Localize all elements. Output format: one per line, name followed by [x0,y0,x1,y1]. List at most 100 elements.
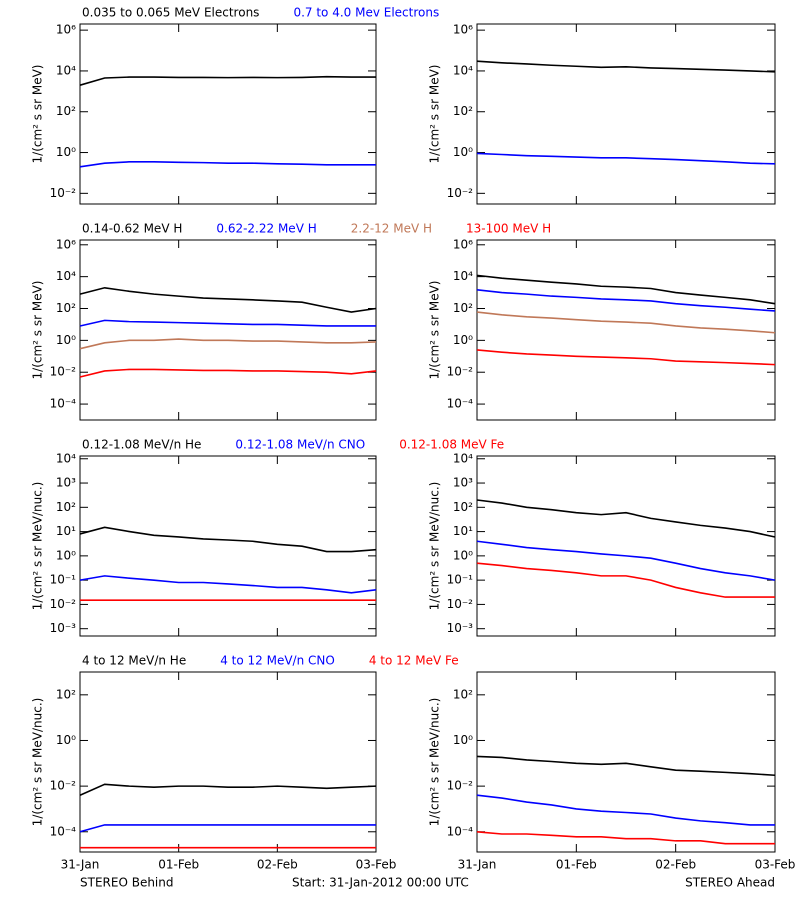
y-tick-label: 10² [56,500,76,514]
series-line [476,60,776,73]
legend-entry: 0.14-0.62 MeV H [82,222,182,236]
x-tick-label: 03-Feb [356,858,397,872]
y-tick-label: 10⁻¹ [50,573,77,587]
y-tick-label: 10² [56,104,76,118]
series-line [79,161,376,168]
y-tick-label: 10⁴ [453,63,473,77]
y-tick-label: 10⁻² [447,186,474,200]
x-tick-label: 01-Feb [556,858,597,872]
x-tick-label: 03-Feb [755,858,796,872]
y-tick-label: 10⁰ [453,733,473,747]
y-tick-label: 10⁻⁴ [447,824,474,838]
footer-right: STEREO Ahead [685,876,775,890]
y-tick-label: 10⁰ [453,333,473,347]
y-tick-label: 10² [453,687,473,701]
plot-frame [476,23,776,205]
series-line [476,562,775,598]
y-tick-label: 10⁻² [447,779,474,793]
legend-entry: 13-100 MeV H [466,222,551,236]
y-tick-label: 10² [56,687,76,701]
legend-entry: 4 to 12 MeV/n CNO [220,654,335,668]
series-line [79,368,377,378]
y-tick-label: 10² [453,500,473,514]
series-line [476,830,775,845]
y-tick-label: 10⁻² [50,365,77,379]
y-tick-label: 10⁶ [453,23,473,37]
y-tick-label: 10⁰ [56,145,76,159]
y-axis-label: 1/(cm² s sr MeV/nuc.) [428,698,442,827]
y-axis-label: 1/(cm² s sr MeV) [428,281,442,380]
y-tick-label: 10² [453,301,473,315]
y-tick-label: 10⁻² [50,597,77,611]
legend-entry: 0.035 to 0.065 MeV Electrons [82,6,259,20]
legend-entry: 4 to 12 MeV Fe [369,654,459,668]
x-tick-label: 02-Feb [257,858,298,872]
y-tick-label: 10⁰ [453,145,473,159]
y-tick-label: 10⁰ [56,548,76,562]
y-tick-label: 10² [453,104,473,118]
legend-entry: 0.12-1.08 MeV Fe [399,438,504,452]
x-tick-label: 01-Feb [158,858,199,872]
legend-entry: 4 to 12 MeV/n He [82,654,186,668]
series-line [79,286,377,313]
series-line [79,75,376,86]
series-line [79,526,377,553]
y-tick-label: 10³ [56,476,76,490]
y-tick-label: 10⁻³ [50,621,77,635]
series-line [476,349,776,366]
series-line [79,824,376,833]
footer-center: Start: 31-Jan-2012 00:00 UTC [292,876,469,890]
y-axis-label: 1/(cm² s sr MeV) [31,281,45,380]
plot-frame [79,671,377,853]
y-tick-label: 10⁻³ [447,621,474,635]
series-line [79,319,376,327]
x-tick-label: 31-Jan [61,858,100,872]
series-line [476,311,776,334]
footer-left: STEREO Behind [80,876,174,890]
y-tick-label: 10² [56,301,76,315]
y-tick-label: 10⁴ [56,63,76,77]
y-axis-label: 1/(cm² s sr MeV/nuc.) [428,482,442,611]
y-tick-label: 10⁶ [56,23,76,37]
series-line [476,794,775,826]
series-line [476,499,776,538]
y-tick-label: 10⁻² [50,186,77,200]
legend-entry: 0.7 to 4.0 Mev Electrons [293,6,439,20]
plot-frame [79,239,377,421]
series-line [476,274,776,305]
y-tick-label: 10⁻¹ [447,573,474,587]
y-axis-label: 1/(cm² s sr MeV) [31,65,45,164]
plot-frame [79,455,377,637]
y-tick-label: 10⁰ [453,548,473,562]
y-axis-label: 1/(cm² s sr MeV) [428,65,442,164]
plot-frame [476,455,776,637]
y-tick-label: 10⁴ [56,269,76,283]
y-tick-label: 10⁻⁴ [50,824,77,838]
legend-entry: 0.12-1.08 MeV/n CNO [235,438,365,452]
series-line [79,338,377,350]
series-line [79,783,377,796]
series-line [79,575,377,594]
y-tick-label: 10⁴ [453,451,473,465]
series-line [476,540,776,581]
series-line [476,288,776,312]
y-tick-label: 10⁰ [56,333,76,347]
plot-frame [476,671,776,853]
y-axis-label: 1/(cm² s sr MeV/nuc.) [31,698,45,827]
y-tick-label: 10⁶ [453,237,473,251]
y-tick-label: 10⁰ [56,733,76,747]
y-tick-label: 10⁻² [50,779,77,793]
y-axis-label: 1/(cm² s sr MeV/nuc.) [31,482,45,611]
legend-entry: 0.12-1.08 MeV/n He [82,438,201,452]
plot-frame [79,23,377,205]
series-line [476,152,776,165]
y-tick-label: 10⁻⁴ [50,397,77,411]
y-tick-label: 10⁶ [56,237,76,251]
legend-entry: 0.62-2.22 MeV H [216,222,316,236]
y-tick-label: 10¹ [453,524,473,538]
y-tick-label: 10¹ [56,524,76,538]
y-tick-label: 10⁴ [56,451,76,465]
y-tick-label: 10⁴ [453,269,473,283]
